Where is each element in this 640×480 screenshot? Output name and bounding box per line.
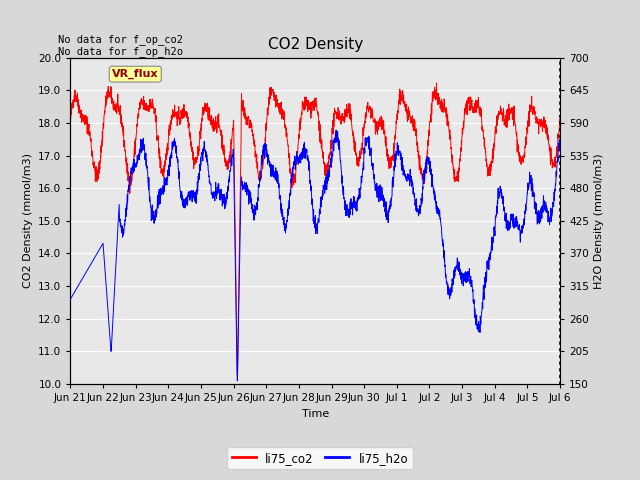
Title: CO2 Density: CO2 Density [268,37,363,52]
X-axis label: Time: Time [301,408,329,419]
Y-axis label: CO2 Density (mmol/m3): CO2 Density (mmol/m3) [22,153,33,288]
Legend: li75_co2, li75_h2o: li75_co2, li75_h2o [227,447,413,469]
Text: No data for f_op_co2
No data for f_op_h2o: No data for f_op_co2 No data for f_op_h2… [58,34,182,57]
Y-axis label: H2O Density (mmol/m3): H2O Density (mmol/m3) [595,153,604,288]
Text: VR_flux: VR_flux [112,69,159,79]
